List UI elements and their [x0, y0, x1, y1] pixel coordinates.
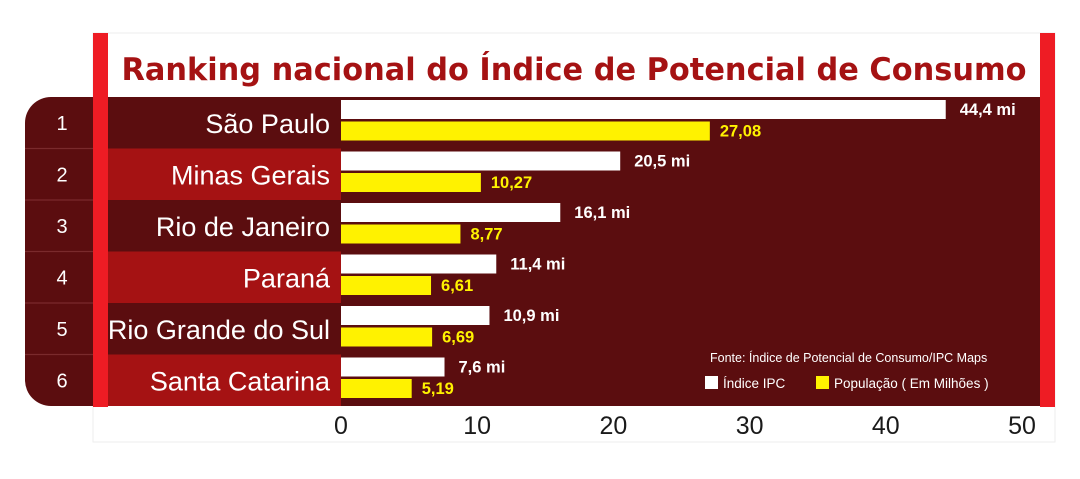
- plot-area: [341, 97, 1040, 406]
- state-label: Rio Grande do Sul: [108, 315, 330, 345]
- x-tick-label: 50: [1008, 412, 1036, 440]
- bar-ipc: [341, 203, 561, 222]
- bar-ipc: [341, 357, 445, 377]
- chart-title: Ranking nacional do Índice de Potencial …: [122, 52, 1027, 88]
- rank-number: 4: [56, 267, 67, 289]
- x-tick-label: 30: [736, 412, 764, 440]
- ipc-value-label: 10,9 mi: [503, 307, 559, 325]
- population-value-label: 5,19: [422, 380, 454, 398]
- bar-ipc: [341, 254, 497, 274]
- state-label: Minas Gerais: [171, 160, 330, 190]
- state-row: [103, 354, 341, 406]
- x-tick-label: 0: [334, 412, 348, 440]
- state-row: [103, 97, 341, 149]
- source-note: Fonte: Índice de Potencial de Consumo/IP…: [710, 350, 987, 365]
- rank-number: 5: [56, 319, 67, 341]
- rank-number: 1: [56, 113, 67, 135]
- state-label: São Paulo: [205, 109, 330, 139]
- population-value-label: 27,08: [720, 123, 761, 141]
- ipc-value-label: 20,5 mi: [634, 153, 690, 171]
- rank-number: 2: [56, 164, 67, 186]
- population-value-label: 6,69: [442, 329, 474, 347]
- legend-population-swatch: [816, 376, 829, 389]
- population-value-label: 6,61: [441, 277, 473, 295]
- state-row: [103, 148, 341, 200]
- bar-population: [341, 121, 710, 141]
- bar-ipc: [341, 100, 946, 119]
- state-label: Santa Catarina: [150, 366, 331, 396]
- state-row: [103, 251, 341, 303]
- state-row: [103, 200, 341, 252]
- rank-number: 6: [56, 370, 67, 392]
- bar-population: [341, 327, 433, 347]
- bar-population: [341, 173, 481, 192]
- ipc-value-label: 7,6 mi: [459, 359, 506, 377]
- bar-population: [341, 224, 461, 244]
- state-row: [103, 303, 341, 355]
- state-label: Paraná: [243, 263, 331, 293]
- bar-population: [341, 379, 412, 398]
- rank-number: 3: [56, 216, 67, 238]
- state-label: Rio de Janeiro: [156, 212, 330, 242]
- population-value-label: 8,77: [470, 226, 502, 244]
- x-tick-label: 10: [463, 412, 491, 440]
- legend-ipc-label: Índice IPC: [723, 376, 786, 391]
- bar-ipc: [341, 306, 490, 325]
- x-tick-label: 20: [599, 412, 627, 440]
- left-accent-bar: [93, 33, 108, 407]
- bar-population: [341, 276, 432, 295]
- ipc-value-label: 44,4 mi: [960, 101, 1016, 119]
- x-tick-label: 40: [872, 412, 900, 440]
- ipc-value-label: 11,4 mi: [510, 256, 565, 274]
- population-value-label: 10,27: [491, 174, 532, 192]
- legend-population-label: População ( Em Milhões ): [834, 376, 989, 391]
- bar-ipc: [341, 151, 621, 171]
- ipc-value-label: 16,1 mi: [574, 204, 630, 222]
- legend-ipc-swatch: [705, 376, 718, 389]
- right-accent-bar: [1040, 33, 1055, 407]
